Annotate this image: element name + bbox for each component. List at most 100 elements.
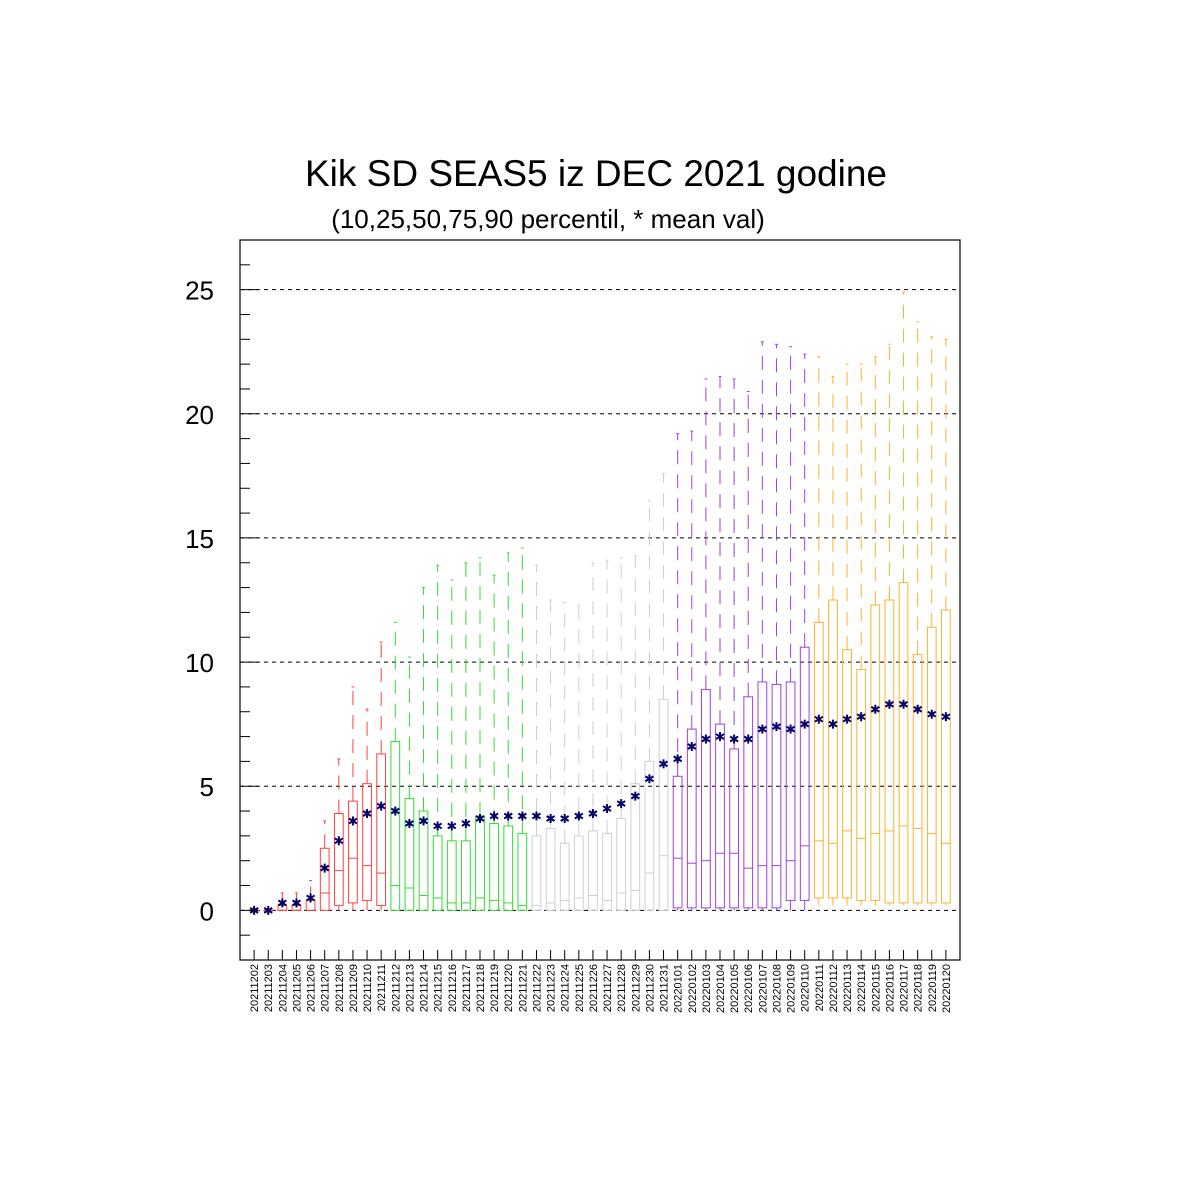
mean-marker (729, 734, 739, 744)
box-20211211 (376, 641, 387, 911)
mean-star-stroke (433, 822, 443, 830)
box-20220114 (856, 363, 867, 906)
x-tick-label: 20211222 (531, 964, 543, 1012)
x-tick-label: 20220101 (673, 964, 685, 1013)
mean-star-stroke (588, 810, 598, 817)
box-20211230 (644, 500, 655, 911)
box-20211223 (545, 599, 556, 911)
mean-star-stroke (489, 812, 499, 820)
mean-marker (658, 759, 669, 769)
box-20220120 (941, 338, 951, 906)
box-20220118 (912, 321, 923, 906)
mean-marker (644, 774, 654, 784)
mean-marker (503, 811, 513, 821)
iqr-box (785, 681, 796, 901)
mean-marker (376, 801, 386, 811)
box-20220105 (729, 378, 739, 911)
iqr-box (644, 760, 655, 911)
iqr-box (418, 810, 429, 911)
x-tick-label: 20220111 (814, 964, 826, 1011)
iqr-box (348, 800, 358, 904)
mean-marker (461, 818, 471, 828)
iqr-box (813, 621, 824, 899)
plot-frame (239, 239, 961, 961)
iqr-box (941, 609, 951, 904)
box-20211219 (489, 574, 499, 911)
x-tick-label: 20220102 (687, 964, 699, 1013)
mean-star-stroke (461, 820, 471, 827)
x-tick-label: 20211218 (475, 964, 487, 1012)
iqr-box (912, 654, 923, 904)
mean-marker (320, 863, 330, 873)
chart-title: Kik SD SEAS5 iz DEC 2021 godine (305, 153, 887, 194)
x-tick-label: 20220118 (913, 964, 925, 1012)
x-tick-label: 20211207 (320, 964, 332, 1012)
iqr-box (672, 775, 683, 909)
x-tick-label: 20211228 (616, 964, 628, 1012)
iqr-box (842, 649, 852, 899)
x-tick-label: 20211223 (546, 964, 558, 1012)
mean-star-stroke (517, 812, 527, 820)
iqr-box (799, 646, 810, 901)
box-20220109 (785, 346, 796, 911)
mean-star-stroke (870, 705, 880, 713)
x-tick-label: 20211212 (390, 964, 402, 1012)
box-20211207 (319, 820, 330, 911)
box-20220112 (828, 376, 838, 906)
box-20220104 (715, 376, 725, 911)
mean-star-stroke (743, 735, 753, 743)
iqr-box (658, 698, 669, 911)
mean-marker (913, 704, 923, 714)
x-tick-label: 20211224 (560, 964, 572, 1012)
x-tick-label: 20211208 (334, 964, 346, 1012)
mean-star-stroke (884, 700, 894, 708)
iqr-box (686, 728, 697, 909)
iqr-box (503, 825, 514, 911)
mean-marker (291, 898, 302, 908)
mean-marker (771, 722, 782, 732)
x-tick-label: 20211219 (489, 964, 501, 1012)
mean-marker (673, 754, 683, 764)
mean-star-stroke (376, 802, 386, 810)
mean-star-stroke (531, 812, 542, 820)
x-tick-label: 20211202 (249, 964, 261, 1012)
x-tick-label: 20211204 (277, 964, 289, 1012)
x-tick-label: 20211230 (644, 964, 656, 1012)
mean-marker (348, 816, 358, 826)
mean-marker (574, 811, 584, 821)
x-tick-label: 20211210 (362, 964, 374, 1012)
mean-marker (870, 704, 880, 714)
box-20211231 (658, 472, 669, 911)
x-tick-label: 20220119 (927, 964, 939, 1012)
mean-star-stroke (306, 894, 316, 902)
box-series (249, 291, 951, 912)
iqr-box (715, 723, 725, 909)
x-tick-label: 20220104 (715, 964, 727, 1013)
mean-marker (588, 809, 598, 819)
iqr-box (545, 827, 556, 911)
box-20211214 (418, 587, 429, 911)
box-20220113 (842, 363, 852, 906)
mean-star-stroke (334, 837, 344, 845)
x-tick-label: 20220106 (743, 964, 755, 1013)
mean-star-stroke (390, 807, 400, 815)
box-20211222 (531, 564, 542, 911)
mean-star-stroke (771, 723, 782, 730)
mean-star-stroke (786, 725, 796, 733)
x-tick-label: 20211226 (588, 964, 600, 1012)
box-20220101 (672, 433, 683, 911)
iqr-box (828, 599, 838, 899)
x-axis: 20211202 20211203 20211204 20211205 20211206… (249, 950, 953, 1013)
iqr-box (701, 688, 711, 909)
mean-marker (941, 712, 951, 722)
y-tick-label: 10 (185, 648, 214, 678)
mean-marker (531, 811, 542, 821)
mean-star-stroke (800, 720, 810, 728)
mean-star-stroke (447, 822, 457, 830)
x-tick-label: 20211225 (574, 964, 586, 1012)
iqr-box (926, 626, 937, 904)
x-tick-label: 20220108 (771, 964, 783, 1013)
iqr-box (771, 683, 782, 909)
x-tick-label: 20211209 (348, 964, 360, 1012)
x-tick-label: 20220103 (701, 964, 713, 1013)
